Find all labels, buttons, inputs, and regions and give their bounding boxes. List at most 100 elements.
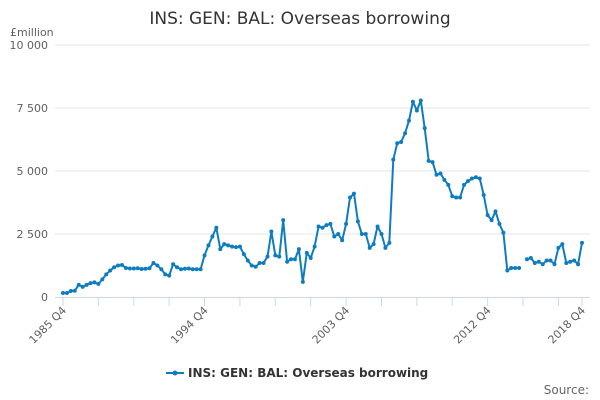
data-point	[367, 245, 372, 250]
data-point	[112, 265, 117, 270]
data-point	[119, 262, 124, 267]
data-point	[155, 263, 160, 268]
data-point	[312, 244, 317, 249]
data-point	[222, 242, 227, 247]
data-point	[61, 290, 65, 295]
source-label: Source:	[544, 383, 589, 397]
data-point	[289, 257, 294, 262]
data-point	[281, 218, 286, 223]
legend[interactable]: INS: GEN: BAL: Overseas borrowing	[166, 366, 428, 380]
x-tick-label: 2012 Q4	[451, 304, 494, 347]
data-point	[568, 259, 573, 264]
data-point	[363, 232, 368, 236]
chart-title: INS: GEN: BAL: Overseas borrowing	[149, 9, 450, 29]
data-point	[383, 245, 388, 250]
data-point	[175, 265, 180, 270]
data-point	[324, 223, 329, 228]
data-point	[182, 266, 187, 271]
data-point	[505, 268, 510, 273]
legend-dot-marker	[172, 370, 178, 376]
data-point	[210, 234, 215, 239]
data-point	[241, 252, 246, 257]
y-tick-label: 2 500	[17, 228, 49, 241]
x-tick-label: 1994 Q4	[168, 304, 211, 347]
data-point	[481, 192, 486, 197]
data-point	[230, 244, 235, 249]
legend-label[interactable]: INS: GEN: BAL: Overseas borrowing	[188, 366, 428, 380]
data-point	[462, 182, 467, 187]
data-point	[76, 282, 81, 287]
data-point	[68, 288, 73, 293]
data-point	[497, 221, 502, 226]
data-point	[194, 267, 199, 272]
data-point	[92, 280, 97, 285]
data-point	[477, 176, 482, 181]
data-point	[355, 219, 360, 224]
data-point	[249, 263, 254, 268]
data-point	[234, 245, 238, 250]
data-point	[465, 179, 470, 184]
data-point	[430, 160, 435, 165]
data-point	[414, 108, 419, 113]
data-point	[116, 263, 121, 268]
data-point	[147, 266, 152, 271]
data-point	[560, 242, 565, 247]
data-point	[458, 195, 463, 200]
data-point	[446, 182, 451, 187]
data-point	[552, 262, 557, 267]
data-point	[548, 258, 553, 263]
data-point	[556, 245, 561, 250]
data-point	[485, 213, 490, 218]
data-point	[127, 266, 132, 271]
y-tick-label: 7 500	[17, 102, 49, 115]
data-point	[88, 281, 93, 286]
data-point	[395, 141, 400, 146]
data-point	[580, 240, 584, 245]
data-point	[442, 177, 447, 182]
data-point	[277, 254, 282, 259]
data-point	[375, 224, 380, 229]
x-tick-label: 2018 Q4	[546, 304, 589, 347]
data-point	[387, 240, 392, 245]
data-point	[407, 118, 411, 123]
data-point	[257, 260, 262, 265]
data-point	[285, 259, 290, 264]
data-point	[320, 225, 325, 230]
data-point	[261, 260, 266, 265]
data-point	[348, 195, 353, 200]
data-point	[316, 224, 321, 229]
y-tick-label: 10 000	[10, 39, 49, 52]
data-point	[96, 281, 101, 286]
data-point	[513, 266, 518, 271]
data-point	[336, 232, 341, 236]
data-point	[434, 172, 439, 177]
data-point	[151, 260, 156, 265]
data-point	[135, 266, 140, 271]
data-point	[450, 194, 455, 199]
data-point	[572, 258, 577, 263]
data-point	[159, 267, 164, 272]
data-point	[524, 257, 529, 262]
data-point	[265, 254, 270, 259]
data-point	[422, 126, 427, 131]
series-line	[63, 99, 583, 294]
y-axis-label: £million	[10, 26, 54, 39]
data-point	[80, 284, 85, 289]
data-point	[576, 262, 581, 267]
data-point	[292, 257, 297, 262]
data-point	[273, 253, 278, 258]
data-point	[359, 232, 364, 236]
data-point	[296, 247, 301, 252]
data-point	[469, 176, 474, 181]
data-point	[328, 221, 333, 226]
data-point	[143, 266, 148, 271]
data-point	[237, 244, 242, 249]
data-point	[493, 209, 498, 214]
data-point	[501, 230, 506, 235]
data-point	[332, 234, 337, 239]
data-point	[371, 242, 376, 247]
data-point	[473, 175, 478, 180]
data-point	[100, 277, 105, 282]
data-point	[540, 262, 545, 267]
data-point	[340, 238, 345, 243]
